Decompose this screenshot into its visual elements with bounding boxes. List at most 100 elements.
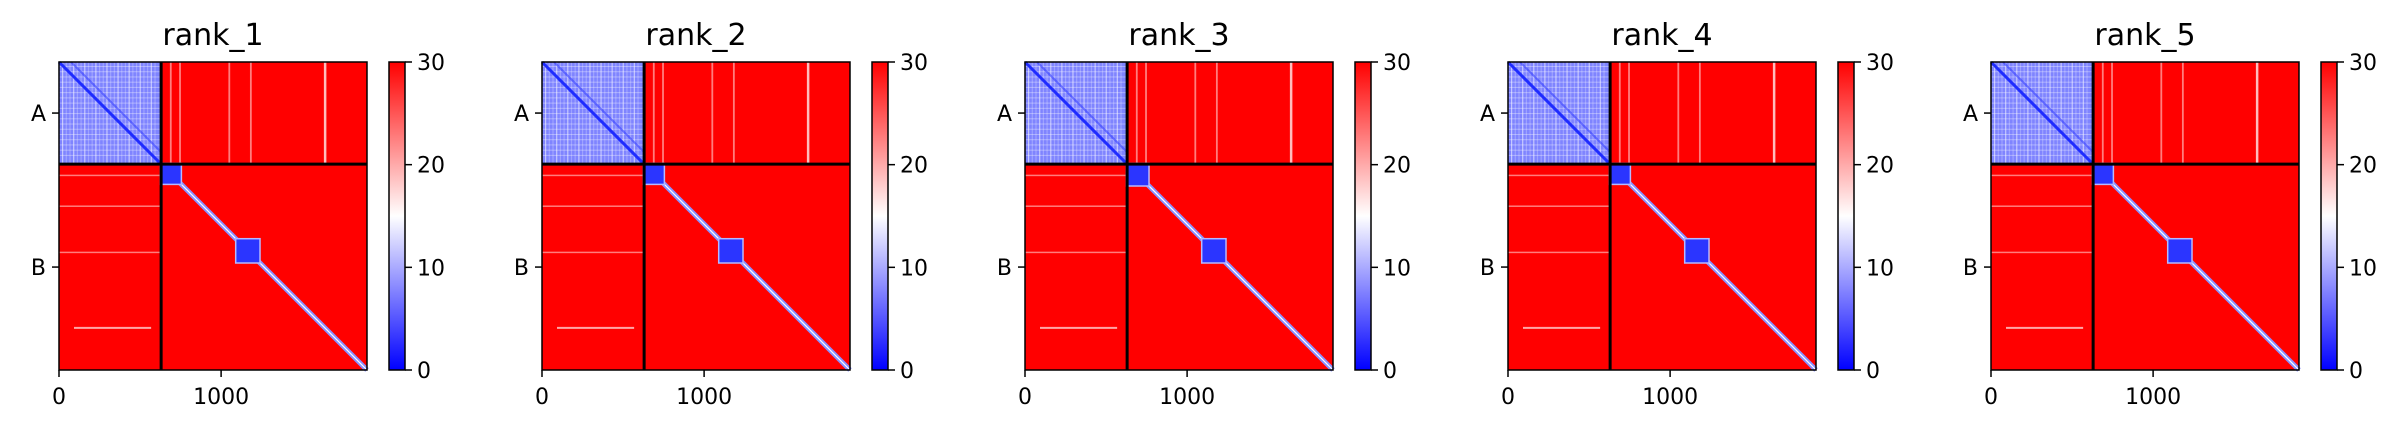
heatmap-texture-line bbox=[1050, 62, 1052, 165]
heatmap-diagonal-aa bbox=[1519, 61, 1611, 153]
y-tick-label: A bbox=[997, 102, 1012, 127]
colorbar bbox=[388, 61, 406, 371]
x-tick-label: 0 bbox=[1984, 385, 1998, 410]
colorbar-tick-label: 10 bbox=[2349, 256, 2377, 281]
heatmap-texture-line bbox=[1991, 107, 2094, 109]
heatmap-streak bbox=[1991, 251, 2094, 254]
heatmap-diagonal-bb bbox=[2092, 163, 2300, 371]
heatmap-texture-line bbox=[1994, 62, 1996, 165]
heatmap-texture-line bbox=[1991, 149, 2094, 151]
heatmap-texture-line bbox=[1551, 62, 1553, 165]
y-tick-label: B bbox=[31, 256, 46, 281]
heatmap-texture-line bbox=[578, 62, 580, 165]
colorbar-tick-label: 30 bbox=[900, 51, 928, 76]
heatmap-texture-line bbox=[2075, 62, 2077, 165]
heatmap-texture-line bbox=[1991, 81, 2094, 83]
heatmap-diagonal-aa bbox=[70, 61, 162, 153]
heatmap-texture-line bbox=[2012, 62, 2014, 165]
heatmap-texture-line bbox=[1529, 62, 1531, 165]
colorbar-tick-label: 10 bbox=[417, 256, 445, 281]
colorbar-tick-label: 20 bbox=[1866, 154, 1894, 179]
heatmap-texture-line bbox=[637, 62, 639, 165]
heatmap-texture-line bbox=[69, 62, 71, 165]
heatmap-texture-line bbox=[1991, 154, 2094, 156]
heatmap-domain-block bbox=[234, 237, 261, 264]
heatmap-texture-line bbox=[548, 62, 550, 165]
heatmap-texture-line bbox=[542, 118, 645, 120]
heatmap-texture-line bbox=[607, 62, 610, 165]
heatmap-texture-line bbox=[150, 62, 152, 165]
colorbar-tick-label: 0 bbox=[2349, 359, 2363, 384]
heatmap-panel-2: rank_2 A B 0 1000 0 10 20 30 bbox=[514, 18, 928, 410]
heatmap-texture-line bbox=[1025, 107, 1128, 109]
heatmap-panel-1: rank_1 A B 0 1000 0 10 20 30 bbox=[31, 18, 445, 410]
heatmap-texture-line bbox=[132, 62, 134, 165]
colorbar-tick-label: 20 bbox=[1383, 154, 1411, 179]
heatmap-streak bbox=[1508, 251, 1611, 254]
heatmap-texture-line bbox=[1508, 149, 1611, 151]
x-tick-label: 0 bbox=[1501, 385, 1515, 410]
heatmap-texture-line bbox=[1562, 62, 1564, 165]
heatmap-streak bbox=[1025, 205, 1128, 207]
y-tick-label: B bbox=[514, 256, 529, 281]
x-tick-label: 1000 bbox=[193, 385, 249, 410]
heatmap-texture-line bbox=[542, 107, 645, 109]
heatmap-texture-line bbox=[2027, 62, 2029, 165]
heatmap-texture-line bbox=[1991, 118, 2094, 120]
heatmap-texture-line bbox=[1508, 154, 1611, 156]
heatmap-texture-line bbox=[87, 62, 90, 165]
heatmap-texture-line bbox=[1113, 62, 1115, 165]
heatmap-texture-line bbox=[1997, 62, 1999, 165]
heatmap-texture-line bbox=[1514, 62, 1516, 165]
heatmap-texture-line bbox=[1991, 71, 2094, 73]
heatmap-texture-line bbox=[73, 62, 75, 165]
heatmap-streak bbox=[1772, 62, 1776, 165]
heatmap-streak bbox=[2255, 62, 2259, 165]
heatmap-domain-block bbox=[1608, 162, 1632, 186]
heatmap-diagonal-aa bbox=[1023, 60, 1129, 166]
heatmap-texture-line bbox=[1025, 118, 1128, 120]
heatmap-texture-line bbox=[542, 123, 645, 125]
heatmap-texture-line bbox=[1064, 62, 1067, 165]
heatmap-texture-line bbox=[1057, 62, 1059, 165]
x-tick-label: 1000 bbox=[676, 385, 732, 410]
colorbar bbox=[1837, 61, 1855, 371]
heatmap-texture-line bbox=[2023, 62, 2025, 165]
heatmap-panel-4: rank_4 A B 0 1000 0 10 20 30 bbox=[1480, 18, 1894, 410]
heatmap-diagonal-bb bbox=[1609, 163, 1817, 371]
heatmap-texture-line bbox=[1525, 62, 1527, 165]
heatmap-texture-line bbox=[542, 71, 645, 73]
heatmap-texture-line bbox=[2056, 62, 2059, 165]
heatmap-texture-line bbox=[1508, 118, 1611, 120]
heatmap-texture-line bbox=[542, 133, 645, 135]
heatmap-diagonal-aa bbox=[57, 60, 163, 166]
heatmap-texture-line bbox=[1991, 144, 2094, 146]
heatmap-streak bbox=[1025, 251, 1128, 254]
heatmap-texture-line bbox=[630, 62, 632, 165]
heatmap-texture-line bbox=[1573, 62, 1576, 165]
heatmap-streak bbox=[1194, 62, 1197, 165]
heatmap-streak bbox=[1677, 62, 1680, 165]
heatmap-texture-line bbox=[1508, 107, 1611, 109]
x-tick-label: 1000 bbox=[1159, 385, 1215, 410]
heatmap-texture-line bbox=[59, 107, 162, 109]
heatmap-domain-block bbox=[717, 237, 744, 264]
heatmap-texture-line bbox=[117, 62, 119, 165]
heatmap-diagonal-aa bbox=[1036, 61, 1128, 153]
heatmap-texture-line bbox=[59, 133, 162, 135]
colorbar-tick-label: 10 bbox=[900, 256, 928, 281]
heatmap-texture-line bbox=[2008, 62, 2010, 165]
heatmap-streak bbox=[1991, 174, 2094, 177]
heatmap-streak bbox=[59, 251, 162, 254]
heatmap-texture-line bbox=[615, 62, 617, 165]
heatmap-texture-line bbox=[542, 144, 645, 146]
heatmap-streak bbox=[1215, 62, 1218, 165]
heatmap-texture-line bbox=[1599, 62, 1601, 165]
heatmap-texture-line bbox=[542, 154, 645, 156]
heatmap-texture-line bbox=[106, 62, 108, 165]
heatmap-texture-line bbox=[113, 62, 115, 165]
colorbar-tick-label: 0 bbox=[417, 359, 431, 384]
heatmap-texture-line bbox=[59, 102, 162, 104]
heatmap-texture-line bbox=[574, 62, 576, 165]
heatmap-texture-line bbox=[1991, 76, 2094, 78]
